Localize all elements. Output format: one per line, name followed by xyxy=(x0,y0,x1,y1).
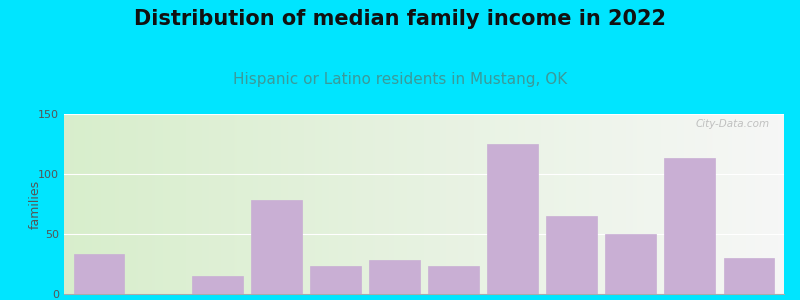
Bar xyxy=(370,260,419,294)
Bar xyxy=(429,266,478,294)
Text: City-Data.com: City-Data.com xyxy=(695,119,770,129)
Text: Distribution of median family income in 2022: Distribution of median family income in … xyxy=(134,9,666,29)
Text: Hispanic or Latino residents in Mustang, OK: Hispanic or Latino residents in Mustang,… xyxy=(233,72,567,87)
Bar xyxy=(723,258,774,294)
Bar xyxy=(251,200,302,294)
Bar xyxy=(192,276,242,294)
Bar xyxy=(74,254,125,294)
Bar xyxy=(546,216,597,294)
Y-axis label: families: families xyxy=(29,179,42,229)
Bar xyxy=(310,266,361,294)
Bar xyxy=(665,158,714,294)
Bar xyxy=(606,234,656,294)
Bar xyxy=(487,144,538,294)
